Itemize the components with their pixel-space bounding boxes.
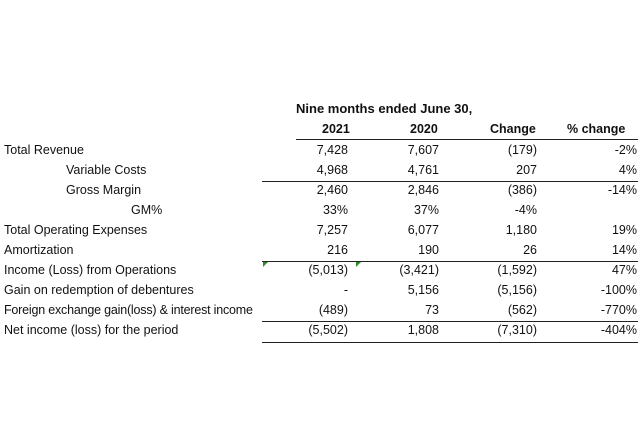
value-2021: (5,502): [308, 323, 348, 337]
value-2020: 6,077: [407, 223, 439, 237]
value-pct-change: 19%: [611, 223, 637, 237]
subtotal-rule: [262, 181, 638, 182]
value-change: (562): [507, 303, 537, 317]
row-total-revenue: Total Revenue 7,428 7,607 (179) -2%: [0, 143, 640, 163]
period-title: Nine months ended June 30,: [296, 101, 473, 116]
value-2021: 33%: [322, 203, 348, 217]
row-foreign-exchange: Foreign exchange gain(loss) & interest i…: [0, 303, 640, 323]
row-net-income: Net income (loss) for the period (5,502)…: [0, 323, 640, 343]
value-pct-change: -100%: [600, 283, 637, 297]
col-header-pct-change: % change: [567, 122, 626, 136]
value-2020: (3,421): [399, 263, 439, 277]
value-change: (386): [507, 183, 537, 197]
value-2021: (489): [318, 303, 348, 317]
row-label: Total Operating Expenses: [4, 223, 148, 237]
value-2020: 5,156: [407, 283, 439, 297]
value-change: (5,156): [497, 283, 537, 297]
value-change: (7,310): [497, 323, 537, 337]
value-change: -4%: [514, 203, 537, 217]
value-2020: 37%: [413, 203, 439, 217]
subtotal-rule: [262, 261, 638, 262]
bottom-rule: [262, 342, 638, 343]
value-change: (1,592): [497, 263, 537, 277]
value-pct-change: -404%: [600, 323, 637, 337]
value-2020: 2,846: [407, 183, 439, 197]
row-gain-on-redemption: Gain on redemption of debentures - 5,156…: [0, 283, 640, 303]
value-2020: 7,607: [407, 143, 439, 157]
row-amortization: Amortization 216 190 26 14%: [0, 243, 640, 263]
value-pct-change: 47%: [611, 263, 637, 277]
row-variable-costs: Variable Costs 4,968 4,761 207 4%: [0, 163, 640, 183]
row-label: GM%: [131, 203, 163, 217]
col-header-change: Change: [490, 122, 536, 136]
row-label: Income (Loss) from Operations: [4, 263, 177, 277]
value-2020: 4,761: [407, 163, 439, 177]
value-pct-change: 4%: [618, 163, 637, 177]
col-header-2020: 2020: [410, 122, 438, 136]
row-label: Gain on redemption of debentures: [4, 283, 194, 297]
row-income-loss-from-operations: Income (Loss) from Operations (5,013) (3…: [0, 263, 640, 283]
error-marker-icon: [356, 262, 361, 267]
value-2021: 4,968: [316, 163, 348, 177]
col-header-2021: 2021: [322, 122, 350, 136]
total-rule: [262, 321, 638, 322]
value-pct-change: 14%: [611, 243, 637, 257]
header-rule: [296, 139, 638, 140]
row-total-operating-expenses: Total Operating Expenses 7,257 6,077 1,1…: [0, 223, 640, 243]
value-change: 26: [523, 243, 537, 257]
row-gross-margin: Gross Margin 2,460 2,846 (386) -14%: [0, 183, 640, 203]
value-change: 207: [516, 163, 537, 177]
value-2021: 216: [327, 243, 348, 257]
row-label: Total Revenue: [4, 143, 84, 157]
row-gm-percent: GM% 33% 37% -4%: [0, 203, 640, 223]
value-pct-change: -14%: [607, 183, 637, 197]
error-marker-icon: [263, 262, 268, 267]
value-2021: 2,460: [316, 183, 348, 197]
value-2021: (5,013): [308, 263, 348, 277]
value-change: (179): [507, 143, 537, 157]
value-2021: 7,257: [316, 223, 348, 237]
value-pct-change: -2%: [614, 143, 637, 157]
row-label: Foreign exchange gain(loss) & interest i…: [4, 303, 253, 317]
value-2021: -: [343, 283, 348, 297]
row-label: Amortization: [4, 243, 74, 257]
value-2020: 73: [425, 303, 439, 317]
value-2021: 7,428: [316, 143, 348, 157]
value-pct-change: -770%: [600, 303, 637, 317]
row-label: Variable Costs: [66, 163, 147, 177]
value-change: 1,180: [505, 223, 537, 237]
value-2020: 1,808: [407, 323, 439, 337]
row-label: Gross Margin: [66, 183, 142, 197]
row-label: Net income (loss) for the period: [4, 323, 179, 337]
value-2020: 190: [418, 243, 439, 257]
